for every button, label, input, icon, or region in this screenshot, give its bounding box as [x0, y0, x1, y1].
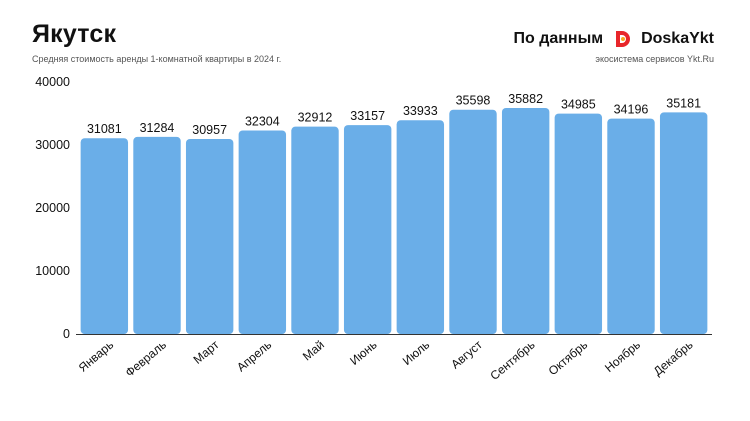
bar-value-label: 32304 [245, 114, 280, 128]
x-tick-label: Январь [76, 338, 117, 375]
brand-tagline: экосистема сервисов Ykt.Ru [595, 54, 714, 64]
x-tick-label: Сентябрь [487, 338, 537, 383]
bar-value-label: 35882 [508, 92, 543, 106]
bar-value-label: 30957 [192, 123, 227, 137]
bar [659, 112, 708, 334]
page-title: Якутск [32, 20, 117, 48]
bar [343, 125, 392, 334]
y-tick-label: 10000 [35, 264, 70, 278]
bar [238, 130, 287, 334]
bar-value-label: 33157 [350, 109, 385, 123]
bar [396, 120, 445, 334]
bar [133, 136, 181, 334]
x-tick-label: Апрель [234, 338, 274, 375]
brand-prefix: По данным [513, 30, 604, 47]
bar [554, 113, 603, 334]
bar-value-label: 35181 [666, 96, 701, 110]
x-tick-label: Май [300, 338, 327, 364]
chart-subtitle: Средняя стоимость аренды 1-комнатной ква… [32, 54, 282, 64]
x-tick-label: Июнь [347, 338, 379, 368]
y-tick-label: 30000 [35, 138, 70, 152]
bar-value-label: 34985 [561, 98, 596, 112]
bar-value-label: 33933 [403, 104, 438, 118]
x-tick-label: Декабрь [651, 338, 696, 379]
bar [80, 138, 129, 334]
bar [501, 107, 550, 335]
bar [449, 109, 497, 334]
bar [185, 138, 234, 334]
x-tick-label: Октябрь [546, 338, 591, 379]
bar-value-label: 32912 [298, 111, 333, 125]
bar-value-label: 31081 [87, 122, 122, 136]
x-tick-label: Июль [400, 338, 432, 368]
bar-value-label: 34196 [614, 103, 649, 117]
bar [607, 118, 655, 334]
bar-value-label: 31284 [140, 121, 175, 135]
x-tick-label: Август [448, 337, 485, 371]
x-tick-label: Февраль [123, 338, 169, 380]
bar [291, 126, 339, 334]
y-tick-label: 0 [63, 327, 70, 341]
brand-name: DoskaYkt [641, 30, 714, 47]
x-tick-label: Март [191, 337, 222, 367]
bar-value-label: 35598 [456, 94, 491, 108]
y-tick-label: 20000 [35, 201, 70, 215]
x-tick-label: Ноябрь [602, 338, 643, 375]
doskaykt-logo-icon [616, 31, 631, 47]
y-tick-label: 40000 [35, 75, 70, 89]
brand-attribution: По данным DoskaYkt [513, 28, 714, 50]
